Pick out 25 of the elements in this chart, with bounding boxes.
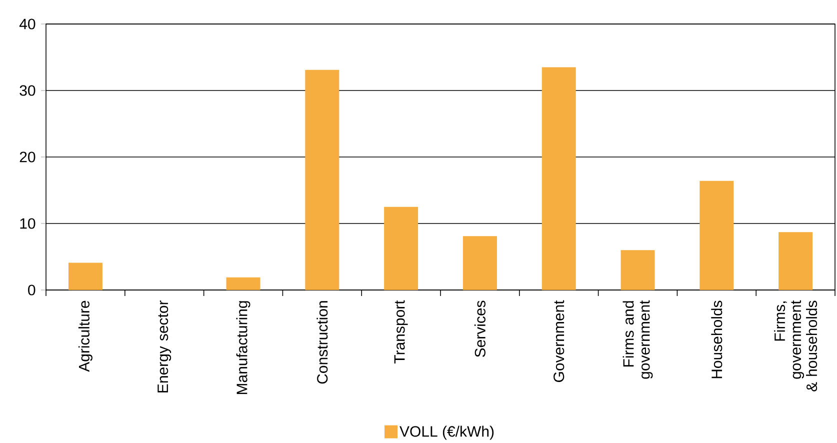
bar — [700, 181, 734, 290]
x-tick-label: Manufacturing — [236, 301, 250, 394]
y-tick-label: 40 — [19, 18, 36, 30]
bar — [620, 250, 655, 290]
x-tick-label: Energy sector — [158, 300, 172, 392]
bar — [462, 236, 497, 290]
x-tick-label: Services — [474, 300, 486, 358]
y-tick-label: 30 — [20, 85, 36, 96]
x-tick-label: Firms, government & households — [774, 300, 818, 392]
legend-label: VOLL (€/kWh) — [400, 426, 494, 440]
bar — [778, 232, 813, 290]
bar — [542, 67, 576, 290]
bar — [226, 277, 260, 290]
x-tick-label: Government — [554, 300, 564, 382]
x-tick-label: Firms and government — [622, 300, 653, 379]
y-tick-label: 20 — [20, 152, 36, 162]
x-tick-label: Agriculture — [78, 300, 92, 372]
x-tick-label: Transport — [394, 300, 408, 364]
y-tick-label: 0 — [28, 284, 36, 296]
bar — [68, 262, 102, 290]
x-tick-label: Households — [711, 300, 722, 378]
bar — [384, 206, 418, 290]
bar — [305, 70, 340, 290]
y-tick-label: 10 — [20, 218, 36, 229]
x-tick-label: Construction — [316, 301, 328, 384]
